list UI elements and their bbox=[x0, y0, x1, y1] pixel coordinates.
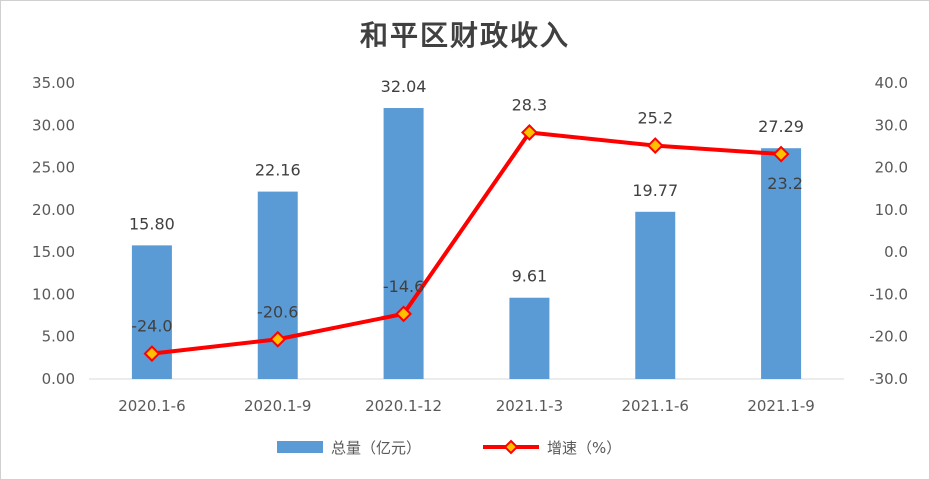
line-data-label: 23.2 bbox=[767, 174, 803, 193]
bar bbox=[257, 191, 298, 379]
line-series bbox=[143, 124, 790, 363]
y-right-tick-label: 20.0 bbox=[875, 159, 908, 177]
y-left-tick-label: 0.00 bbox=[42, 370, 75, 388]
x-tick-label: 2021.1-3 bbox=[496, 397, 563, 415]
axes: 0.00 5.00 10.00 15.00 20.00 25.00 30.00 35.00 -3… bbox=[32, 74, 908, 415]
bar bbox=[635, 211, 676, 379]
line-data-label: -24.0 bbox=[131, 317, 172, 336]
bar-data-label: 32.04 bbox=[381, 77, 427, 96]
y-right-tick-label: 40.0 bbox=[875, 74, 908, 92]
line-data-label: -20.6 bbox=[257, 302, 298, 321]
x-tick-label: 2020.1-9 bbox=[244, 397, 311, 415]
y-left-tick-label: 10.00 bbox=[32, 285, 75, 303]
line-marker bbox=[521, 124, 538, 141]
bar-data-label: 15.80 bbox=[129, 214, 175, 233]
y-right-tick-label: 0.0 bbox=[884, 243, 908, 261]
line-path bbox=[151, 130, 782, 356]
y-right-tick-label: -10.0 bbox=[869, 285, 908, 303]
line-marker bbox=[143, 345, 161, 363]
legend: 总量（亿元） 增速（%） bbox=[277, 439, 621, 457]
bar-data-label: 19.77 bbox=[632, 181, 678, 200]
line-marker bbox=[772, 145, 790, 163]
x-tick-label: 2020.1-12 bbox=[365, 397, 442, 415]
x-tick-label: 2020.1-6 bbox=[118, 397, 185, 415]
bar-series bbox=[131, 108, 802, 379]
bar-data-label: 9.61 bbox=[512, 267, 548, 286]
y-left-tick-label: 20.00 bbox=[32, 201, 75, 219]
y-left-tick-label: 35.00 bbox=[32, 74, 75, 92]
bar-data-label: 22.16 bbox=[255, 161, 301, 180]
line-marker bbox=[395, 305, 412, 323]
y-left-tick-label: 30.00 bbox=[32, 116, 75, 134]
x-tick-label: 2021.1-6 bbox=[622, 397, 689, 415]
y-left-tick-label: 5.00 bbox=[42, 328, 75, 346]
legend-label-line: 增速（%） bbox=[547, 439, 621, 457]
y-left-tick-label: 15.00 bbox=[32, 243, 75, 261]
line-marker bbox=[646, 137, 664, 154]
line-data-label: -14.6 bbox=[383, 277, 424, 296]
bar bbox=[761, 148, 802, 379]
y-right-tick-label: -30.0 bbox=[869, 370, 908, 388]
bar-data-label: 27.29 bbox=[758, 117, 804, 136]
y-right-tick-label: 10.0 bbox=[875, 201, 908, 219]
y-right-tick-label: 30.0 bbox=[875, 116, 908, 134]
bar bbox=[509, 297, 550, 379]
line-data-label: 25.2 bbox=[637, 109, 673, 128]
x-tick-label: 2021.1-9 bbox=[747, 397, 814, 415]
bar bbox=[383, 108, 424, 379]
data-labels: 15.80 22.16 32.04 9.61 19.77 27.29 -24.0 -20.6 -… bbox=[129, 77, 804, 336]
line-marker bbox=[269, 330, 287, 348]
line-data-label: 28.3 bbox=[512, 95, 548, 114]
y-right-tick-label: -20.0 bbox=[869, 328, 908, 346]
legend-label-bar: 总量（亿元） bbox=[331, 439, 421, 457]
y-left-tick-label: 25.00 bbox=[32, 159, 75, 177]
chart-title: 和平区财政收入 bbox=[360, 19, 570, 52]
legend-swatch-bar bbox=[277, 441, 323, 453]
legend-marker bbox=[503, 439, 519, 455]
